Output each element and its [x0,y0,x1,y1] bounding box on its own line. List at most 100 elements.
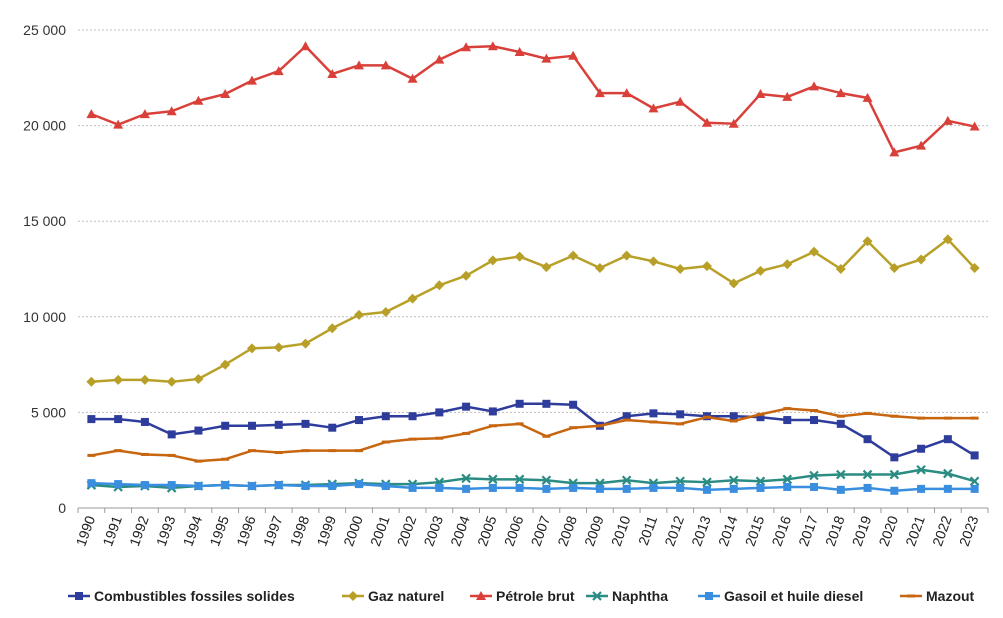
series-line [91,238,976,384]
data-point [487,41,498,51]
data-point [194,426,203,435]
y-tick-label: 15 000 [23,213,66,229]
data-point [675,96,686,106]
data-point [435,408,444,417]
data-point [166,106,177,116]
data-point [942,115,953,125]
data-point [435,436,444,440]
data-point [889,263,900,274]
data-point [515,422,524,426]
x-tick-label: 2015 [742,513,768,548]
data-point [354,60,365,70]
legend-entry: Gasoil et huile diesel [698,588,863,604]
data-point [890,453,899,462]
data-point [676,422,685,426]
data-point [755,89,766,99]
data-point [273,342,284,353]
x-tick-label: 2018 [822,513,848,548]
data-point [300,41,311,51]
x-tick-label: 1992 [126,513,152,548]
legend-marker [592,591,602,601]
data-point [541,53,552,63]
data-point [702,485,711,494]
data-point [863,435,872,444]
series-line [91,402,976,459]
x-tick-label: 2000 [340,513,366,548]
data-point [381,482,390,491]
data-point [194,482,203,491]
data-point [380,60,391,70]
data-point [916,464,926,475]
data-point [354,309,365,320]
data-point [569,400,578,409]
x-tick-label: 2002 [394,513,420,548]
data-point [729,419,738,423]
series-5 [87,407,979,463]
x-tick-label: 1993 [153,513,179,548]
y-tick-label: 0 [58,500,66,516]
x-tick-label: 1995 [206,513,232,548]
data-point [434,280,445,291]
legend-marker [907,594,915,598]
data-point [622,484,631,493]
data-point [434,54,445,64]
data-point [380,307,391,318]
data-point [569,426,578,430]
data-point [728,475,739,486]
data-point [649,420,658,424]
data-point [917,484,926,493]
data-point [87,415,96,424]
x-tick-label: 2001 [367,513,393,548]
data-point [916,140,927,150]
data-point [408,412,417,421]
data-point [221,457,230,461]
data-point [515,399,524,408]
data-point [514,251,525,262]
data-point [220,359,231,370]
data-point [729,484,738,493]
data-point [889,469,900,480]
data-point [247,482,256,491]
data-point [970,416,979,420]
data-point [355,449,364,453]
data-point [487,255,498,266]
legend-label: Gasoil et huile diesel [724,588,863,604]
legend-label: Mazout [926,588,975,604]
legend-entry: Pétrole brut [470,588,575,604]
data-point [969,263,980,274]
data-point [783,482,792,491]
data-point [595,424,604,428]
data-point [595,484,604,493]
x-tick-label: 2013 [688,513,714,548]
data-point [221,481,230,490]
data-point [246,343,257,354]
data-point [193,373,204,384]
data-point [675,476,685,487]
data-point [890,414,899,418]
y-tick-label: 10 000 [23,309,66,325]
data-point [167,453,176,457]
data-point [407,73,418,83]
x-tick-label: 1994 [180,513,206,548]
data-point [783,416,792,425]
data-point [355,416,364,425]
data-point [622,418,631,422]
data-point [836,485,845,494]
data-point [194,459,203,463]
data-point [835,264,846,274]
x-tick-label: 2011 [635,513,660,547]
data-point [783,407,792,411]
data-point [113,119,124,129]
legend-marker [705,592,713,600]
data-point [889,147,900,157]
data-point [862,92,873,102]
data-point [890,486,899,495]
data-point [274,420,283,429]
x-tick-label: 2007 [528,513,554,548]
data-point [701,117,712,127]
series-1 [86,234,980,387]
data-point [301,449,310,453]
data-point [114,415,123,424]
data-point [862,469,873,480]
data-point [462,402,471,411]
